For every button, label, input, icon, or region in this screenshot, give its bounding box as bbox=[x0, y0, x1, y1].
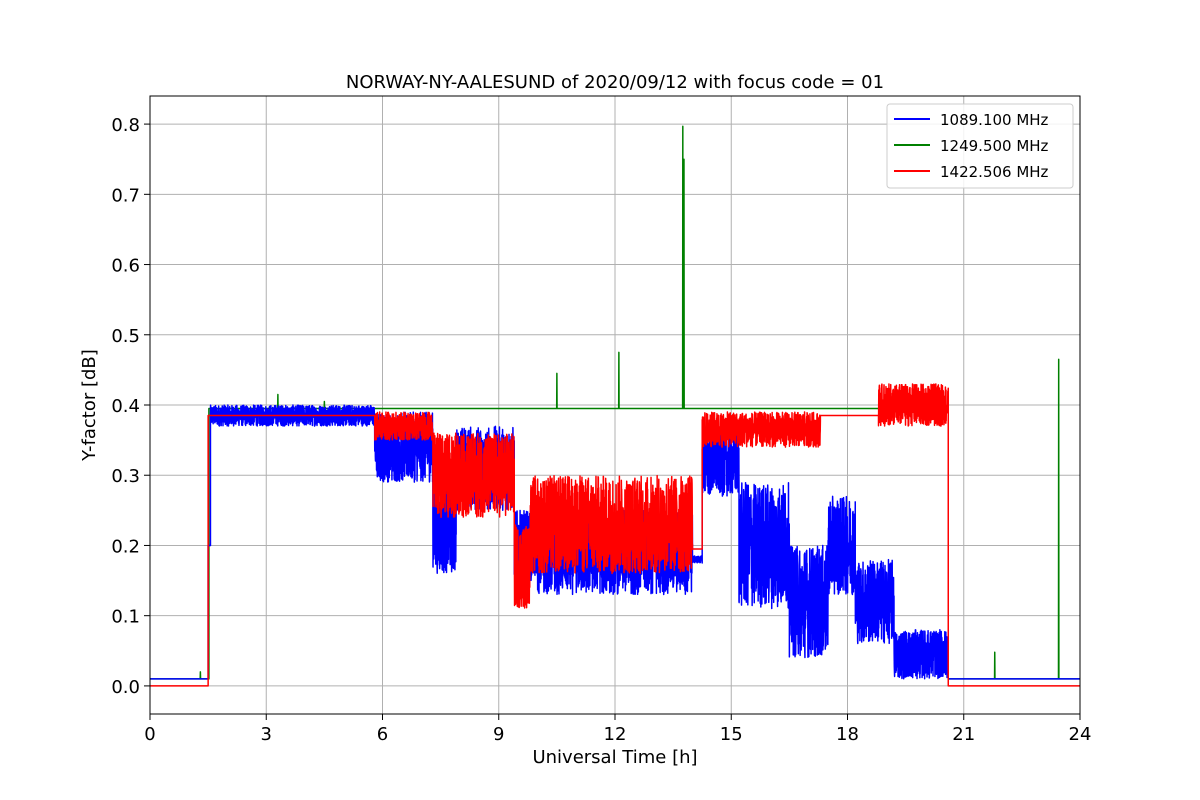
legend: 1089.100 MHz 1249.500 MHz 1422.506 MHz bbox=[886, 103, 1074, 189]
x-tick-label: 0 bbox=[144, 724, 155, 745]
y-tick-label: 0.3 bbox=[111, 466, 140, 487]
legend-entry: 1249.500 MHz bbox=[940, 137, 1049, 155]
legend-entry: 1422.506 MHz bbox=[940, 163, 1049, 181]
y-tick-label: 0.5 bbox=[111, 326, 140, 347]
y-tick-label: 0.6 bbox=[111, 256, 140, 277]
y-tick-label: 0.0 bbox=[111, 677, 140, 698]
y-tick-label: 0.7 bbox=[111, 185, 140, 206]
x-axis: 0 3 6 9 12 15 18 21 24 bbox=[144, 714, 1091, 745]
legend-box bbox=[886, 103, 1074, 189]
y-axis: 0.0 0.1 0.2 0.3 0.4 0.5 0.6 0.7 0.8 bbox=[111, 115, 150, 698]
y-tick-label: 0.2 bbox=[111, 536, 140, 557]
x-tick-label: 12 bbox=[604, 724, 627, 745]
chart-title: NORWAY-NY-AALESUND of 2020/09/12 with fo… bbox=[346, 72, 884, 93]
series-line-2 bbox=[150, 383, 1080, 687]
x-tick-label: 6 bbox=[377, 724, 388, 745]
y-axis-label: Y-factor [dB] bbox=[79, 349, 100, 462]
y-tick-label: 0.1 bbox=[111, 607, 140, 628]
y-tick-label: 0.8 bbox=[111, 115, 140, 136]
x-tick-label: 21 bbox=[952, 724, 975, 745]
x-tick-label: 15 bbox=[720, 724, 743, 745]
x-tick-label: 3 bbox=[261, 724, 272, 745]
x-axis-label: Universal Time [h] bbox=[532, 747, 697, 768]
x-tick-label: 24 bbox=[1069, 724, 1092, 745]
series-layer bbox=[150, 125, 1080, 687]
legend-entry: 1089.100 MHz bbox=[940, 111, 1049, 129]
series-line-0 bbox=[150, 404, 1080, 680]
x-tick-label: 9 bbox=[493, 724, 504, 745]
y-tick-label: 0.4 bbox=[111, 396, 140, 417]
x-tick-label: 18 bbox=[836, 724, 859, 745]
